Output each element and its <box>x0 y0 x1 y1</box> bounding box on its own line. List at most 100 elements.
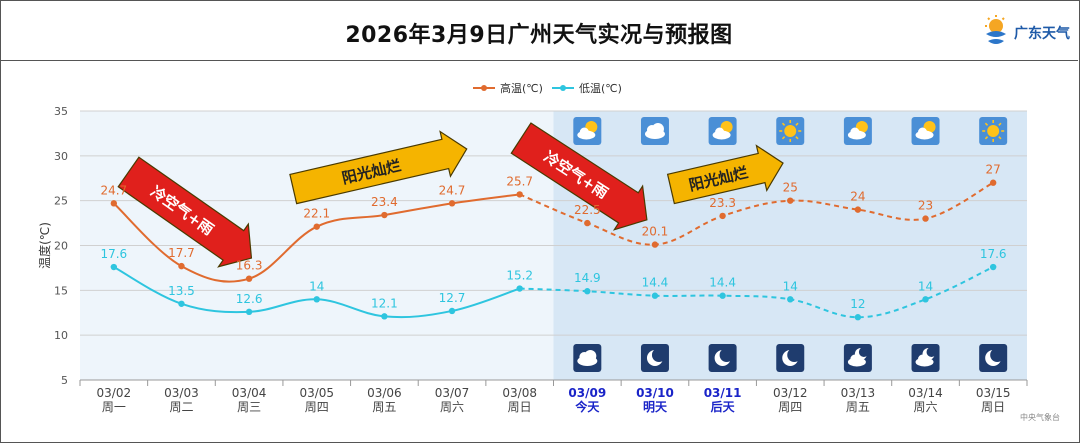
data-label: 20.1 <box>642 225 669 239</box>
data-point <box>854 314 862 321</box>
data-label: 14.4 <box>642 276 669 290</box>
moon-cut <box>858 347 869 357</box>
data-label: 12.7 <box>439 291 466 305</box>
y-tick-label: 10 <box>54 329 68 342</box>
sun-shape <box>784 125 797 137</box>
partly-cloudy-icon <box>708 117 737 145</box>
sun-ray <box>998 122 1002 126</box>
x-tick-date: 03/03 <box>164 386 199 400</box>
data-point <box>922 215 929 222</box>
data-label: 12.6 <box>236 292 263 306</box>
x-tick-date: 03/08 <box>502 386 537 400</box>
cloud-puff <box>715 127 725 137</box>
x-tick-weekday: 周一 <box>102 400 126 414</box>
x-tick-date: 03/11 <box>704 386 742 400</box>
legend-label: 高温(℃) <box>500 81 543 95</box>
x-tick-weekday: 明天 <box>643 400 668 414</box>
data-point <box>719 292 726 299</box>
data-point <box>989 263 997 271</box>
data-point <box>110 263 118 271</box>
data-point <box>584 288 591 295</box>
moon-cut <box>787 348 802 362</box>
data-point <box>651 241 659 248</box>
data-point <box>922 296 929 303</box>
data-label: 23.3 <box>709 196 736 210</box>
x-tick-date: 03/10 <box>636 386 674 400</box>
x-tick-weekday: 后天 <box>711 399 736 414</box>
data-label: 14 <box>918 279 933 293</box>
partly-cloudy-icon <box>843 117 872 145</box>
sunny-arrow-shape <box>289 130 468 205</box>
moon-cut <box>990 348 1005 362</box>
y-tick-label: 35 <box>54 105 68 118</box>
sun-ray <box>781 136 786 140</box>
legend-label: 低温(℃) <box>579 82 622 95</box>
moon-icon <box>640 344 669 372</box>
cold-air-rain-arrow-shape <box>117 156 253 268</box>
y-tick-label: 5 <box>61 374 68 387</box>
legend-marker <box>481 85 487 91</box>
x-tick-date: 03/04 <box>232 386 267 400</box>
x-tick-date: 03/13 <box>841 386 876 400</box>
cloudy-icon <box>640 117 669 145</box>
data-point <box>719 212 726 220</box>
source-label: 中央气象台 <box>1020 412 1060 422</box>
cloud-puff <box>584 350 597 362</box>
sun-ray <box>998 136 1002 140</box>
moon-icon <box>708 344 737 372</box>
data-point <box>516 191 523 198</box>
x-tick-weekday: 周五 <box>372 400 396 414</box>
data-label: 17.7 <box>168 246 195 260</box>
cloudy-night-icon <box>573 344 602 372</box>
data-label: 14.9 <box>574 271 601 285</box>
x-tick-date: 03/05 <box>299 386 334 400</box>
cloud-puff <box>918 354 928 364</box>
data-label: 14.4 <box>709 276 736 290</box>
data-label: 23.4 <box>371 195 398 209</box>
moon-cut <box>926 347 937 357</box>
data-point <box>787 296 794 303</box>
x-tick-weekday: 今天 <box>574 399 600 414</box>
data-point <box>989 179 997 186</box>
partly-cloudy-icon <box>573 117 602 145</box>
data-label: 13.5 <box>168 284 195 298</box>
data-point <box>110 200 118 207</box>
data-label: 22.5 <box>574 203 601 217</box>
data-point <box>313 223 320 230</box>
cloud-puff <box>850 127 860 137</box>
series-line-forecast <box>519 181 994 246</box>
data-point <box>245 308 253 316</box>
data-point <box>787 197 794 204</box>
cold-air-rain-arrow-shape <box>510 122 648 231</box>
sun-ray <box>795 122 799 126</box>
data-point <box>584 219 591 227</box>
data-label: 17.6 <box>100 247 127 261</box>
y-axis-label: 温度(℃) <box>37 222 52 269</box>
x-tick-date: 03/15 <box>976 386 1011 400</box>
data-label: 24.7 <box>100 183 127 197</box>
x-tick-weekday: 周日 <box>981 400 1005 414</box>
data-label: 12 <box>850 297 865 311</box>
partly-cloudy-night-icon <box>911 344 940 372</box>
sunny-icon <box>776 117 805 145</box>
x-tick-weekday: 周二 <box>169 400 193 414</box>
cloud-puff <box>579 127 589 137</box>
sunny-arrow-shape <box>666 144 784 205</box>
data-point <box>651 292 659 299</box>
sun-ray <box>781 122 786 126</box>
y-tick-label: 20 <box>54 240 68 253</box>
legend-marker <box>560 85 566 91</box>
data-label: 16.3 <box>236 259 263 273</box>
sun-shape <box>987 125 1000 137</box>
data-point <box>245 275 253 282</box>
data-point <box>381 211 388 219</box>
moon-cut <box>719 348 734 362</box>
data-point <box>448 200 456 207</box>
data-label: 27 <box>986 163 1001 177</box>
sun-ray <box>795 136 799 140</box>
x-tick-weekday: 周五 <box>846 400 870 414</box>
data-point <box>381 313 388 320</box>
x-tick-weekday: 周六 <box>440 400 464 414</box>
x-tick-weekday: 周六 <box>914 400 938 414</box>
